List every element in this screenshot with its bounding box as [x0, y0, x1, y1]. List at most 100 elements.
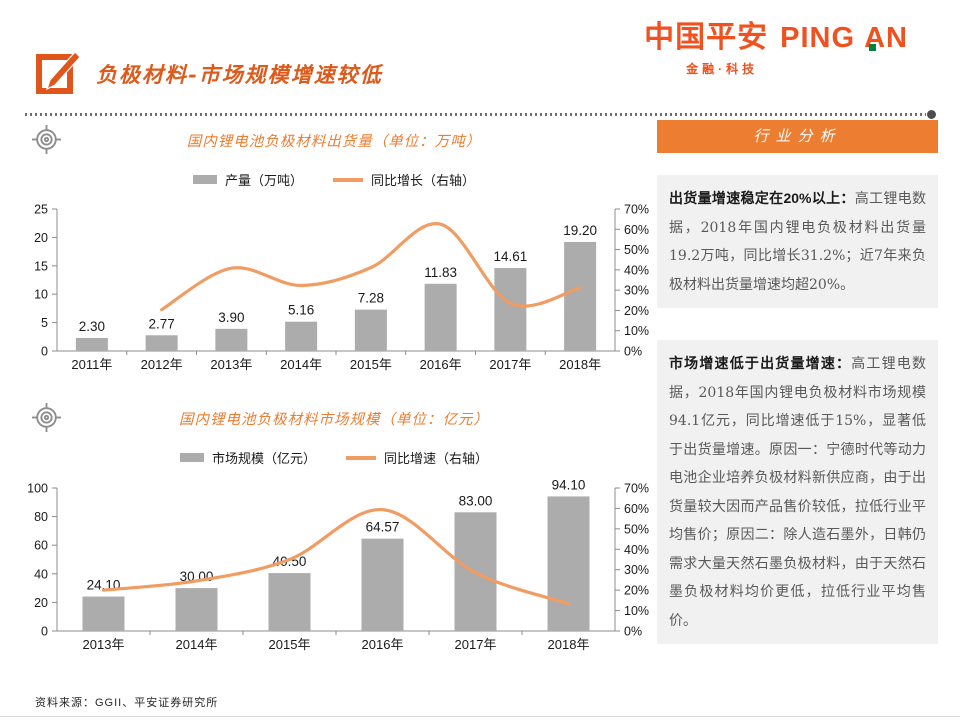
right-tick-label: 50% [624, 522, 649, 536]
right-tick-label: 10% [624, 604, 649, 618]
right-tick-label: 40% [624, 543, 649, 557]
growth-line [101, 508, 571, 606]
right-tick-label: 60% [624, 223, 649, 237]
shipment-chart-block: 国内锂电池负极材料出货量（单位：万吨） 产量（万吨） 同比增长（右轴） 0 5 10… [25, 120, 649, 378]
bar [494, 268, 527, 351]
bar-value-label: 19.20 [563, 223, 597, 238]
left-tick-label: 40 [34, 567, 48, 581]
x-axis-label: 2017年 [489, 357, 531, 372]
bar [268, 573, 311, 631]
x-axis-label: 2015年 [350, 357, 392, 372]
target-icon [32, 125, 61, 154]
bar-value-label: 7.28 [358, 291, 384, 306]
pingan-logo: 中国平安 PING AN 金融·科技 [644, 12, 908, 77]
left-tick-label: 0 [41, 625, 48, 639]
bar [361, 538, 404, 631]
market-size-chart: 0 20 40 60 80 100 0% 10% 20% 30% 40% 50% 60% 70% 2013年… [27, 477, 649, 652]
x-axis-label: 2018年 [548, 637, 590, 652]
logo-en-text: PING AN [780, 22, 908, 54]
legend-item-bar: 产量（万吨） [192, 170, 303, 189]
analysis-lead: 出货量增速稳定在20%以上： [669, 190, 855, 206]
chart-legend: 产量（万吨） 同比增长（右轴） [25, 170, 643, 189]
x-axis-label: 2014年 [176, 637, 218, 652]
panel-title-banner: 行业分析 [657, 120, 938, 153]
bar-value-label: 94.10 [552, 477, 586, 492]
left-tick-label: 100 [27, 482, 48, 496]
left-tick-label: 20 [34, 596, 48, 610]
left-tick-label: 60 [34, 539, 48, 553]
x-axis-label: 2011年 [71, 357, 112, 372]
x-axis-label: 2015年 [269, 637, 311, 652]
pencil-note-icon [36, 51, 81, 94]
left-tick-label: 25 [34, 203, 48, 217]
logo-cn-text: 中国平安 [644, 21, 769, 54]
left-tick-label: 80 [34, 510, 48, 524]
analysis-body: 高工锂电数据，2018年国内锂电负极材料市场规模94.1亿元，同比增速低于15%… [669, 356, 926, 629]
x-axis-label: 2016年 [420, 357, 462, 372]
logo-tagline: 金融·科技 [686, 62, 759, 76]
chart-legend: 市场规模（亿元） 同比增速（右轴） [25, 448, 643, 467]
bar-value-label: 64.57 [366, 520, 400, 535]
legend-item-line: 同比增速（右轴） [346, 448, 488, 467]
logo-green-square-icon [869, 44, 877, 51]
bar [82, 596, 125, 631]
x-axis-label: 2013年 [83, 637, 125, 652]
shipment-chart: 0 5 10 15 20 25 0% 10% 20% 30% 40% 50% 60% 70% 2011年 20… [34, 203, 649, 373]
bar-value-label: 3.90 [218, 310, 244, 325]
right-tick-label: 60% [624, 502, 649, 516]
analysis-block: 出货量增速稳定在20%以上：高工锂电数据，2018年国内锂电负极材料出货量19.… [657, 175, 938, 308]
x-axis-label: 2012年 [141, 357, 183, 372]
bar [547, 496, 590, 631]
divider-end-dot [927, 110, 936, 119]
title-row: 负极材料-市场规模增速较低 [35, 50, 383, 98]
bar [285, 321, 318, 351]
legend-item-bar: 市场规模（亿元） [179, 448, 316, 467]
x-axis-label: 2013年 [210, 357, 252, 372]
dotted-divider [25, 113, 926, 116]
bar-value-label: 2.77 [148, 316, 174, 331]
market-size-chart-block: 国内锂电池负极材料市场规模（单位：亿元） 市场规模（亿元） 同比增速（右轴） 0… [25, 398, 649, 660]
bar-value-label: 40.50 [273, 554, 307, 569]
x-axis-label: 2014年 [280, 357, 322, 372]
x-axis-label: 2016年 [362, 637, 404, 652]
left-tick-label: 5 [41, 316, 48, 330]
bar-value-label: 2.30 [79, 319, 105, 334]
page-title: 负极材料-市场规模增速较低 [96, 62, 383, 87]
legend-item-line: 同比增长（右轴） [333, 170, 475, 189]
right-tick-label: 30% [624, 284, 649, 298]
chart-title: 国内锂电池负极材料市场规模（单位：亿元） [179, 412, 489, 428]
right-tick-label: 0% [624, 625, 642, 639]
analysis-body: 高工锂电数据，2018年国内锂电负极材料出货量19.2万吨，同比增长31.2%；… [669, 191, 926, 293]
right-tick-label: 0% [624, 345, 642, 359]
bar-value-label: 83.00 [459, 493, 493, 508]
analysis-block: 市场增速低于出货量增速：高工锂电数据，2018年国内锂电负极材料市场规模94.1… [657, 340, 938, 644]
left-tick-label: 0 [41, 345, 48, 359]
left-tick-label: 15 [34, 259, 48, 273]
bar [215, 328, 248, 351]
bar [424, 283, 457, 351]
left-tick-label: 10 [34, 288, 48, 302]
right-tick-label: 70% [624, 203, 649, 217]
right-tick-label: 70% [624, 482, 649, 496]
data-source-note: 资料来源：GGII、平安证券研究所 [35, 697, 219, 709]
right-tick-label: 20% [624, 304, 649, 318]
right-tick-label: 30% [624, 563, 649, 577]
charts-column: 国内锂电池负极材料出货量（单位：万吨） 产量（万吨） 同比增长（右轴） 0 5 10… [25, 120, 649, 680]
bar-value-label: 11.83 [424, 265, 457, 280]
bar-swatch-icon [192, 175, 217, 184]
analysis-lead: 市场增速低于出货量增速： [669, 355, 852, 371]
x-axis-label: 2018年 [559, 357, 601, 372]
right-tick-label: 50% [624, 243, 649, 257]
bar [145, 335, 178, 351]
bar [564, 241, 597, 351]
line-swatch-icon [346, 455, 376, 460]
target-icon [32, 403, 61, 432]
bottom-divider [0, 716, 960, 717]
bar-swatch-icon [179, 453, 204, 462]
chart-title: 国内锂电池负极材料出货量（单位：万吨） [186, 134, 482, 150]
x-axis-label: 2017年 [455, 637, 497, 652]
left-tick-label: 20 [34, 231, 48, 245]
bar-value-label: 5.16 [288, 303, 314, 318]
right-tick-label: 10% [624, 324, 649, 338]
